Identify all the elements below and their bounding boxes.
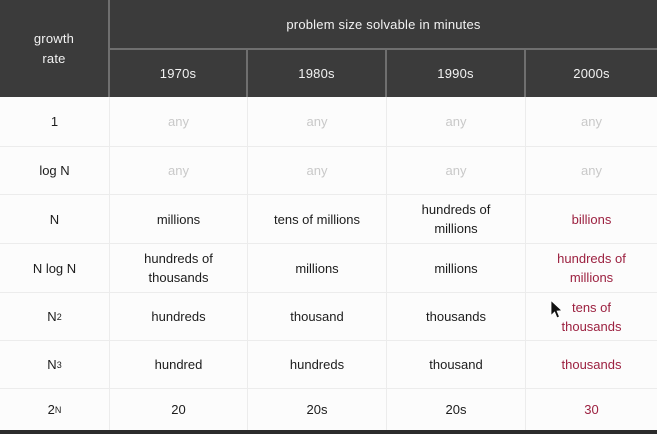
table-cell: thousands <box>526 341 657 389</box>
table-cell: any <box>110 147 248 195</box>
table-cell: any <box>387 97 526 147</box>
table-cell: any <box>110 97 248 147</box>
table-cell: 20s <box>387 389 526 430</box>
table-cell: hundred <box>110 341 248 389</box>
row-label: 1 <box>0 97 110 147</box>
row-label-text: log N <box>39 163 70 178</box>
table-cell: 20 <box>110 389 248 430</box>
row-label-text: N <box>47 357 57 372</box>
table-cell: hundreds <box>248 341 387 389</box>
table-cell: tens of thousands <box>526 293 657 341</box>
table-cell: thousand <box>387 341 526 389</box>
table-cell: hundreds of thousands <box>110 244 248 293</box>
row-label-text: N <box>49 211 60 227</box>
row-label: N log N <box>0 244 110 293</box>
table-cell: millions <box>248 244 387 293</box>
table-cell: any <box>526 147 657 195</box>
table-cell: 30 <box>526 389 657 430</box>
row-label-text: 2 <box>47 402 55 417</box>
row-label-text: N <box>47 309 57 324</box>
table-cell: hundreds of millions <box>387 195 526 244</box>
table-cell: any <box>387 147 526 195</box>
table-cell: any <box>248 147 387 195</box>
column-header-1990s: 1990s <box>387 48 526 97</box>
table-cell: millions <box>110 195 248 244</box>
table-cell: hundreds <box>110 293 248 341</box>
table-bottom-border <box>0 430 657 434</box>
row-label: N <box>0 195 110 244</box>
table-title: problem size solvable in minutes <box>110 0 657 48</box>
growth-rate-table: growth rate problem size solvable in min… <box>0 0 657 430</box>
row-label: log N <box>0 147 110 195</box>
table-cell: tens of millions <box>248 195 387 244</box>
table-cell: hundreds of millions <box>526 244 657 293</box>
table-cell: 20s <box>248 389 387 430</box>
column-header-2000s: 2000s <box>526 48 657 97</box>
table-cell: millions <box>387 244 526 293</box>
table-cell: billions <box>526 195 657 244</box>
corner-header-growth-rate: growth rate <box>0 0 110 97</box>
column-header-1980s: 1980s <box>248 48 387 97</box>
column-header-1970s: 1970s <box>110 48 248 97</box>
table-cell: any <box>526 97 657 147</box>
table-cell: thousands <box>387 293 526 341</box>
table-cell: any <box>248 97 387 147</box>
table-cell: thousand <box>248 293 387 341</box>
row-label-text: N log N <box>32 260 77 276</box>
row-label-text: 1 <box>50 114 59 129</box>
